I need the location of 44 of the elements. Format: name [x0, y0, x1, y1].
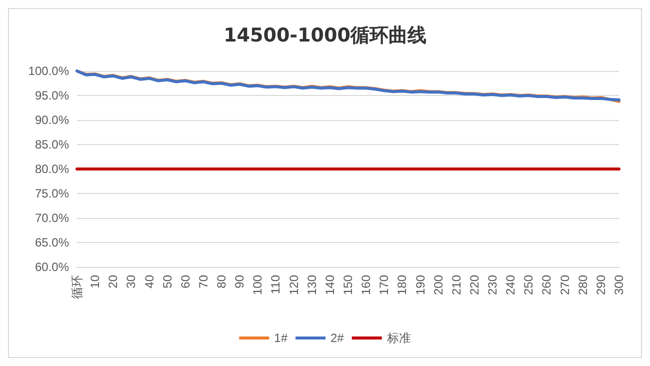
- x-tick-label: 300: [612, 274, 626, 296]
- y-tick-label: 95.0%: [34, 88, 70, 102]
- x-tick-label: 140: [322, 274, 337, 296]
- legend-label: 标准: [386, 331, 411, 345]
- x-tick-label: 20: [106, 274, 120, 288]
- y-tick-label: 90.0%: [34, 113, 70, 127]
- x-tick-label: 90: [232, 274, 247, 288]
- x-tick-label: 210: [449, 274, 464, 296]
- x-tick-label: 260: [540, 274, 554, 296]
- x-tick-label: 110: [268, 274, 283, 294]
- x-tick-label: 100: [250, 274, 265, 296]
- x-tick-label: 循环: [70, 275, 84, 299]
- x-tick-label: 170: [377, 274, 392, 296]
- y-tick-label: 65.0%: [34, 236, 70, 250]
- x-tick-label: 220: [467, 274, 482, 296]
- x-tick-label: 180: [395, 274, 410, 296]
- y-tick-label: 75.0%: [34, 186, 70, 200]
- x-tick-label: 150: [341, 274, 355, 296]
- y-tick-label: 70.0%: [34, 211, 70, 225]
- x-tick-label: 190: [413, 274, 428, 296]
- x-tick-label: 40: [142, 274, 156, 288]
- y-tick-label: 100.0%: [28, 64, 70, 78]
- x-tick-label: 250: [522, 274, 536, 296]
- x-tick-label: 10: [88, 274, 102, 288]
- x-tick-label: 30: [124, 274, 138, 288]
- x-tick-label: 120: [286, 274, 301, 296]
- x-tick-label: 130: [304, 274, 319, 296]
- y-tick-label: 60.0%: [34, 260, 70, 274]
- x-tick-label: 270: [558, 274, 572, 296]
- x-tick-label: 200: [431, 274, 446, 296]
- x-tick-label: 60: [178, 274, 192, 288]
- chart-title: 14500-1000循环曲线: [224, 24, 426, 46]
- legend-label: 2#: [330, 331, 344, 345]
- x-tick-label: 80: [214, 274, 229, 288]
- x-tick-label: 50: [160, 274, 174, 288]
- x-tick-label: 70: [196, 274, 210, 288]
- x-tick-label: 230: [486, 274, 500, 296]
- legend-label: 1#: [274, 331, 288, 345]
- x-tick-label: 290: [594, 274, 608, 296]
- x-tick-label: 240: [504, 274, 518, 296]
- x-tick-label: 280: [576, 274, 590, 296]
- y-tick-label: 85.0%: [34, 138, 70, 152]
- x-tick-label: 160: [359, 274, 374, 296]
- y-tick-label: 80.0%: [34, 162, 70, 176]
